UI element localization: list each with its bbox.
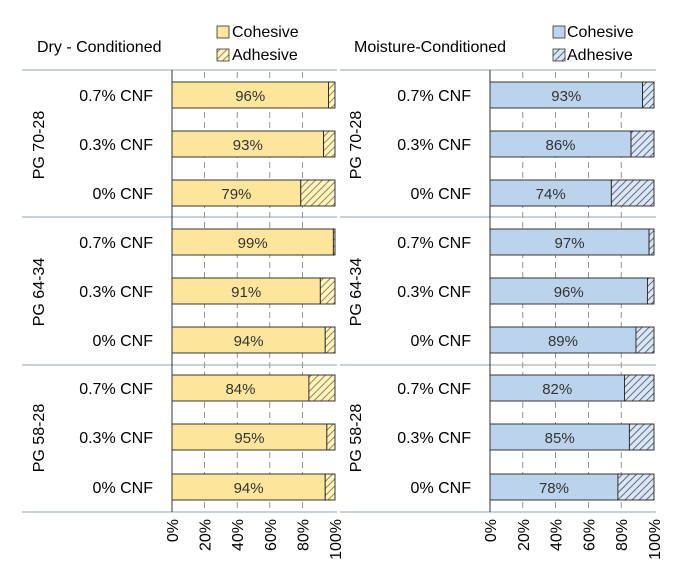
dry-bar-adhesive <box>328 81 336 109</box>
dry-x-tick-label: 100% <box>328 519 345 560</box>
dry-category-label: 0% CNF <box>93 186 154 203</box>
moisture-bar-adhesive <box>624 374 655 402</box>
dry-bar-adhesive <box>308 374 336 402</box>
dry-group-label: PG 70-28 <box>31 111 48 180</box>
moisture-bar-adhesive <box>642 81 655 109</box>
dry-bar-value-label: 93% <box>233 137 263 154</box>
dry-bar-cohesive <box>171 81 329 109</box>
moisture-bar-cohesive <box>489 228 650 256</box>
dry-bar-value-label: 94% <box>234 480 264 497</box>
moisture-bar-value-label: 89% <box>548 333 578 350</box>
dry-legend-adhesive-swatch <box>216 48 230 62</box>
moisture-group-label: PG 64-34 <box>348 258 365 327</box>
moisture-bar-adhesive <box>628 423 655 451</box>
dry-legend-cohesive-swatch <box>216 25 230 39</box>
moisture-legend-adhesive-label: Adhesive <box>567 47 633 64</box>
moisture-bar-value-label: 74% <box>536 186 566 203</box>
dry-bar-value-label: 94% <box>234 333 264 350</box>
dry-x-tick-label: 0% <box>165 519 182 542</box>
dry-bar-value-label: 79% <box>221 186 251 203</box>
moisture-panel-title: Moisture-Conditioned <box>354 39 506 56</box>
moisture-category-label: 0.3% CNF <box>397 284 471 301</box>
moisture-bar-adhesive <box>630 130 655 158</box>
dry-x-tick-label: 40% <box>230 519 247 551</box>
moisture-bar-cohesive <box>489 374 625 402</box>
dry-bar-value-label: 99% <box>238 235 268 252</box>
moisture-bar-value-label: 78% <box>539 480 569 497</box>
moisture-legend-cohesive-label: Cohesive <box>567 24 634 41</box>
dry-bar-cohesive <box>171 277 321 305</box>
moisture-x-tick-label: 100% <box>647 519 664 560</box>
dry-panel-title: Dry - Conditioned <box>37 39 162 56</box>
moisture-category-label: 0% CNF <box>411 186 472 203</box>
dry-category-label: 0% CNF <box>93 333 154 350</box>
moisture-bar-value-label: 85% <box>545 430 575 447</box>
dry-bar-adhesive <box>319 277 336 305</box>
moisture-bar-adhesive <box>635 326 655 354</box>
moisture-category-label: 0.7% CNF <box>397 381 471 398</box>
dry-bar-cohesive <box>171 130 325 158</box>
dry-x-tick-label: 60% <box>263 519 280 551</box>
moisture-bar-cohesive <box>489 326 637 354</box>
dry-bar-value-label: 84% <box>225 381 255 398</box>
dry-legend-cohesive-label: Cohesive <box>232 24 299 41</box>
moisture-bar-value-label: 97% <box>555 235 585 252</box>
dry-category-label: 0.7% CNF <box>79 235 153 252</box>
moisture-category-label: 0.3% CNF <box>397 137 471 154</box>
dry-bar-value-label: 95% <box>234 430 264 447</box>
dry-category-label: 0.7% CNF <box>79 88 153 105</box>
moisture-bar-value-label: 82% <box>542 381 572 398</box>
dry-group-label: PG 64-34 <box>31 258 48 327</box>
dry-legend-adhesive-label: Adhesive <box>232 47 298 64</box>
moisture-category-label: 0.3% CNF <box>397 430 471 447</box>
moisture-bar-value-label: 96% <box>554 284 584 301</box>
moisture-bar-adhesive <box>617 473 655 501</box>
dry-category-label: 0.3% CNF <box>79 284 153 301</box>
dry-bar-cohesive <box>171 473 326 501</box>
dry-category-label: 0.3% CNF <box>79 430 153 447</box>
dry-x-tick-label: 20% <box>198 519 215 551</box>
dry-bar-adhesive <box>326 423 336 451</box>
moisture-x-tick-label: 0% <box>483 519 500 542</box>
dry-bar-value-label: 96% <box>235 88 265 105</box>
moisture-legend: Cohesive Adhesive <box>552 24 634 64</box>
moisture-bar-cohesive <box>489 473 619 501</box>
moisture-legend-cohesive-swatch <box>552 25 566 39</box>
moisture-bar-adhesive <box>610 179 655 207</box>
moisture-bar-adhesive <box>646 277 655 305</box>
moisture-category-label: 0% CNF <box>411 480 472 497</box>
dry-category-label: 0.3% CNF <box>79 137 153 154</box>
dry-bar-adhesive <box>324 473 336 501</box>
moisture-bar-value-label: 93% <box>551 88 581 105</box>
dry-bar-adhesive <box>323 130 336 158</box>
moisture-bar-adhesive <box>648 228 655 256</box>
dry-bar-adhesive <box>332 228 336 256</box>
dry-x-tick-label: 80% <box>295 519 312 551</box>
dry-bar-adhesive <box>324 326 336 354</box>
dry-category-label: 0% CNF <box>93 480 154 497</box>
moisture-x-tick-label: 40% <box>549 519 566 551</box>
moisture-group-label: PG 58-28 <box>348 404 365 473</box>
moisture-category-label: 0.7% CNF <box>397 88 471 105</box>
moisture-legend-adhesive-swatch <box>552 48 566 62</box>
moisture-group-label: PG 70-28 <box>348 111 365 180</box>
moisture-bar-cohesive <box>489 423 630 451</box>
dry-category-label: 0.7% CNF <box>79 381 153 398</box>
moisture-category-label: 0% CNF <box>411 333 472 350</box>
moisture-bar-value-label: 86% <box>546 137 576 154</box>
moisture-bar-cohesive <box>489 81 643 109</box>
dry-bar-value-label: 91% <box>231 284 261 301</box>
moisture-x-tick-label: 60% <box>581 519 598 551</box>
dry-bar-adhesive <box>300 179 336 207</box>
dry-group-label: PG 58-28 <box>31 404 48 473</box>
moisture-x-tick-label: 20% <box>516 519 533 551</box>
moisture-category-label: 0.7% CNF <box>397 235 471 252</box>
dry-legend: Cohesive Adhesive <box>216 24 299 64</box>
moisture-x-tick-label: 80% <box>614 519 631 551</box>
